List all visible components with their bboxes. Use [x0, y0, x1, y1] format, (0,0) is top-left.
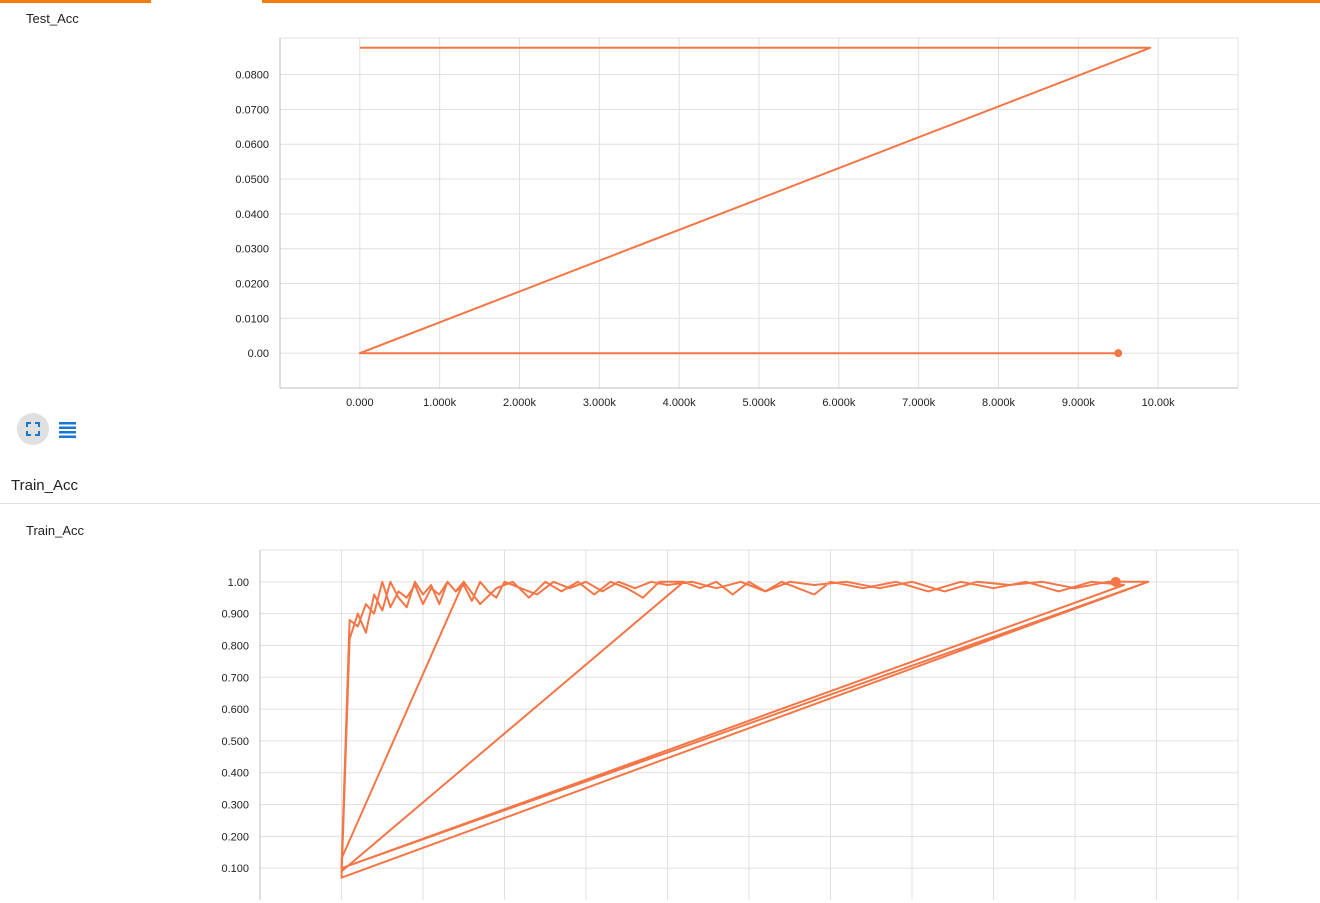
y-tick-label: 1.00: [228, 577, 249, 589]
x-tick-label: 8.000k: [982, 397, 1016, 409]
group-header-label: Train_Acc: [11, 477, 78, 494]
y-tick-label: 0.700: [221, 672, 249, 684]
group-divider-bottom: [0, 503, 1320, 504]
expand-chart-button[interactable]: [17, 413, 49, 445]
x-tick-label: 1.000k: [423, 397, 457, 409]
x-tick-label: 9.000k: [1062, 397, 1096, 409]
last-point-marker: [1114, 349, 1123, 358]
x-tick-label: 7.000k: [902, 397, 936, 409]
y-tick-label: 0.0800: [235, 70, 269, 82]
y-tick-label: 0.600: [221, 704, 249, 716]
show-data-button[interactable]: [58, 420, 78, 440]
y-tick-label: 0.0300: [235, 244, 269, 256]
top-accent-bar: [0, 0, 1320, 3]
x-tick-label: 5.000k: [742, 397, 776, 409]
fullscreen-icon: [26, 422, 40, 436]
test-acc-chart[interactable]: 0.00 0.0100 0.0200 0.0300 0.0400 0.0500 0.0600…: [0, 0, 1320, 409]
active-tab-indicator: [151, 0, 262, 3]
y-tick-label: 0.400: [221, 768, 249, 780]
x-tick-label: 0.000: [346, 397, 374, 409]
x-tick-label: 4.000k: [663, 397, 697, 409]
series-line: [358, 46, 1152, 355]
y-tick-label: 0.500: [221, 736, 249, 748]
y-tick-label: 0.0700: [235, 104, 269, 116]
y-tick-label: 0.300: [221, 800, 249, 812]
y-tick-label: 0.100: [221, 863, 249, 875]
y-tick-label: 0.200: [221, 831, 249, 843]
y-tick-label: 0.0500: [235, 174, 269, 186]
y-tick-label: 0.00: [248, 348, 269, 360]
y-tick-label: 0.0400: [235, 209, 269, 221]
chart-title: Train_Acc: [26, 523, 85, 538]
y-tick-label: 0.900: [221, 609, 249, 621]
x-tick-label: 10.00k: [1142, 397, 1176, 409]
y-tick-label: 0.800: [221, 640, 249, 652]
y-tick-label: 0.0100: [235, 313, 269, 325]
group-header-train-acc[interactable]: Train_Acc: [0, 466, 1320, 503]
x-tick-label: 6.000k: [822, 397, 856, 409]
chart-title: Test_Acc: [26, 11, 79, 26]
series-line: [340, 580, 1150, 879]
list-icon: [59, 422, 76, 438]
x-tick-label: 3.000k: [583, 397, 617, 409]
y-tick-label: 0.0600: [235, 139, 269, 151]
last-point-marker: [1110, 576, 1121, 587]
x-tick-label: 2.000k: [503, 397, 537, 409]
y-tick-label: 0.0200: [235, 279, 269, 291]
